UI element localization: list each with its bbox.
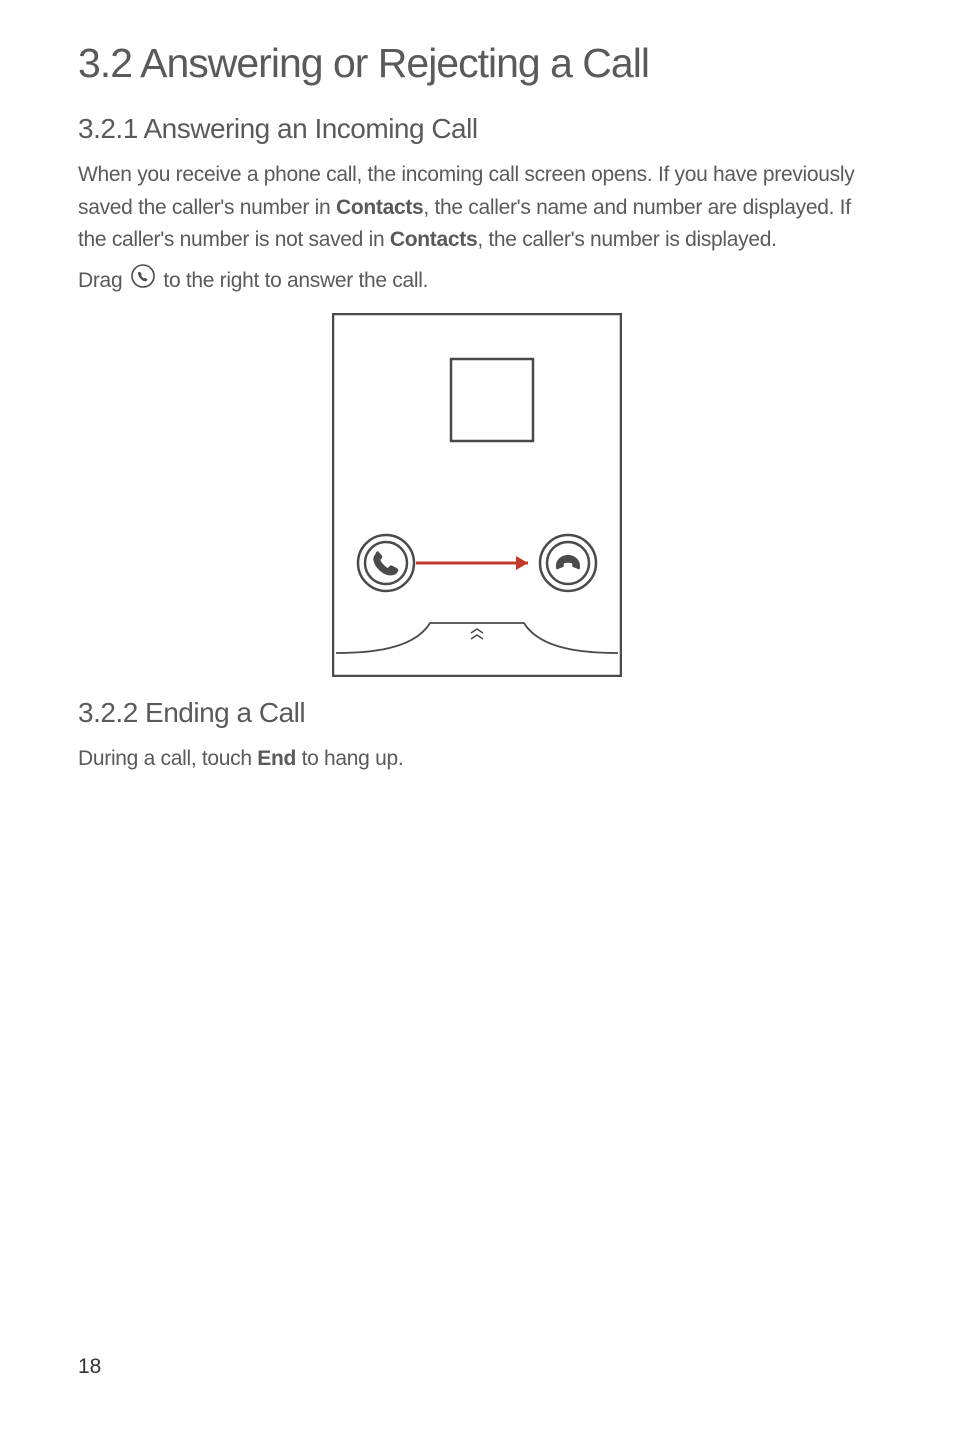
bold-contacts-2: Contacts [390, 228, 477, 251]
bold-contacts-1: Contacts [336, 196, 423, 219]
phone-diagram [78, 313, 876, 677]
paragraph-ending-call: During a call, touch End to hang up. [78, 743, 876, 776]
end-text-after: to hang up. [296, 747, 403, 770]
heading-section-1: 3.2.1 Answering an Incoming Call [78, 113, 876, 145]
page-content: 3.2 Answering or Rejecting a Call 3.2.1 … [0, 0, 954, 776]
text-run-3: , the caller's number is displayed. [477, 228, 776, 251]
phone-inline-icon [130, 263, 156, 300]
heading-main: 3.2 Answering or Rejecting a Call [78, 40, 876, 87]
phone-svg [332, 313, 622, 677]
paragraph-drag-instruction: Drag to the right to answer the call. [78, 263, 876, 300]
page-number: 18 [78, 1355, 101, 1379]
end-text-before: During a call, touch [78, 747, 257, 770]
drag-text-before: Drag [78, 268, 128, 291]
drag-text-after: to the right to answer the call. [163, 268, 428, 291]
bold-end: End [257, 747, 296, 770]
paragraph-incoming-call: When you receive a phone call, the incom… [78, 159, 876, 257]
heading-section-2: 3.2.2 Ending a Call [78, 697, 876, 729]
